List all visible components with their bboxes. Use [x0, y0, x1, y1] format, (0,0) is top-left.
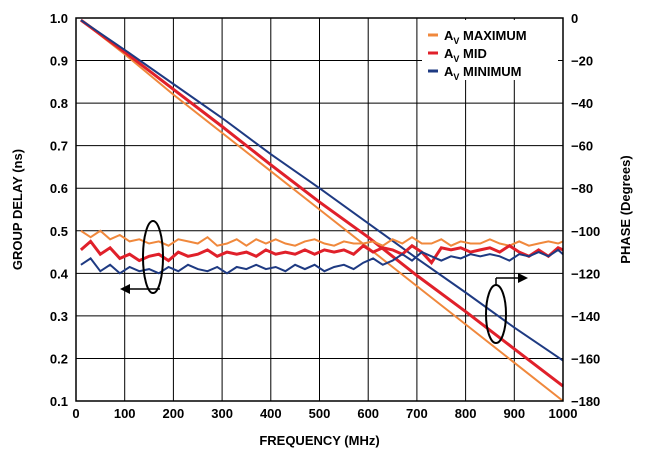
left-y-axis-ticks: 0.1 0.2 0.3 0.4 0.5 0.6 0.7 0.8 0.9 1.0: [50, 11, 69, 409]
left-y-axis-title: GROUP DELAY (ns): [10, 149, 25, 270]
legend-label: AV MID: [444, 46, 487, 64]
right-tick-label: −40: [571, 96, 593, 111]
left-tick-label: 0.8: [50, 96, 68, 111]
x-tick-label: 200: [163, 406, 185, 421]
legend-label: AV MINIMUM: [444, 64, 522, 82]
x-tick-label: 800: [455, 406, 477, 421]
x-tick-label: 100: [114, 406, 136, 421]
x-tick-label: 300: [211, 406, 233, 421]
phase-line-av-minimum: [80, 19, 564, 362]
group-delay-line-av-minimum: [80, 248, 564, 275]
phase-line-av-mid: [80, 18, 564, 388]
left-tick-label: 1.0: [50, 11, 68, 26]
right-tick-label: −140: [571, 309, 600, 324]
group-delay-line-av-mid: [79, 239, 564, 266]
plot-frame: [75, 17, 564, 402]
left-tick-label: 0.5: [50, 224, 68, 239]
left-arrow-icon: [120, 284, 130, 294]
left-tick-label: 0.6: [50, 181, 68, 196]
legend-label: AV MAXIMUM: [444, 28, 527, 46]
legend-background: [422, 20, 558, 80]
left-tick-label: 0.2: [50, 351, 68, 366]
x-tick-label: 1000: [549, 406, 578, 421]
right-tick-label: −20: [571, 54, 593, 69]
group-delay-ellipse-marker: [142, 220, 164, 294]
right-arrow-icon: [518, 273, 528, 283]
x-tick-label: 900: [503, 406, 525, 421]
left-tick-label: 0.4: [50, 266, 69, 281]
right-tick-label: −120: [571, 266, 600, 281]
right-tick-label: 0: [571, 11, 578, 26]
right-tick-label: −100: [571, 224, 600, 239]
right-y-axis-title: PHASE (Degrees): [618, 155, 633, 263]
left-tick-label: 0.3: [50, 309, 68, 324]
x-axis-title: FREQUENCY (MHz): [259, 433, 379, 448]
group-delay-series: [79, 229, 564, 275]
x-tick-label: 600: [357, 406, 379, 421]
x-axis-ticks: 0 100 200 300 400 500 600 700 800 900 1000: [72, 406, 577, 421]
x-tick-label: 400: [260, 406, 282, 421]
x-tick-label: 500: [309, 406, 331, 421]
right-tick-label: −80: [571, 181, 593, 196]
right-tick-label: −60: [571, 139, 593, 154]
phase-line-av-maximum: [80, 19, 564, 402]
phase-series: [80, 18, 564, 402]
x-tick-label: 700: [406, 406, 428, 421]
left-tick-label: 0.1: [50, 394, 68, 409]
right-tick-label: −160: [571, 351, 600, 366]
right-y-axis-ticks: −180 −160 −140 −120 −100 −80 −60 −40 −20 0: [571, 11, 600, 409]
left-tick-label: 0.7: [50, 139, 68, 154]
right-tick-label: −180: [571, 394, 600, 409]
group-delay-line-av-maximum: [80, 229, 564, 247]
axis-assignment-annotations: [120, 220, 528, 344]
x-tick-label: 0: [72, 406, 79, 421]
left-tick-label: 0.9: [50, 54, 68, 69]
